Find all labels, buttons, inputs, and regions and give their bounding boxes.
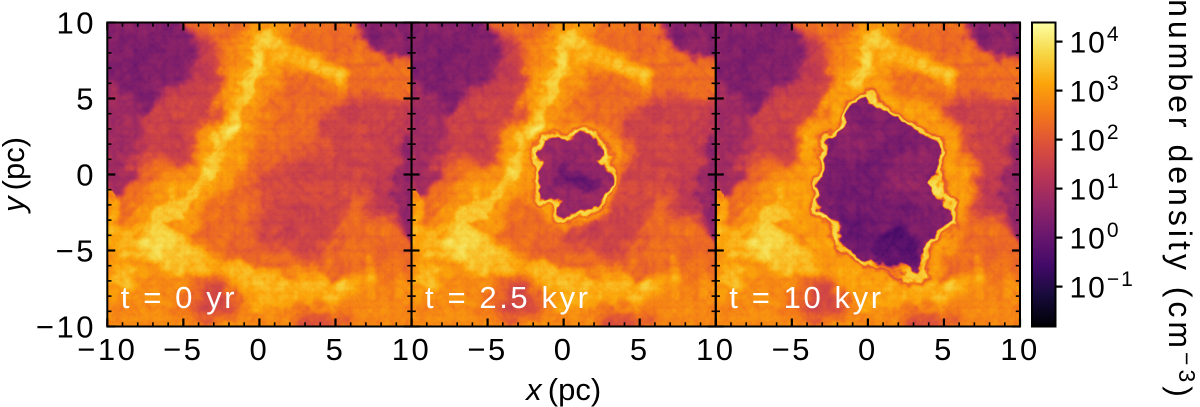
svg-text:−5: −5 <box>163 332 203 367</box>
svg-text:0: 0 <box>76 158 96 193</box>
svg-text:−10: −10 <box>36 310 96 345</box>
svg-text:0: 0 <box>858 332 878 367</box>
svg-text:t = 2.5 kyr: t = 2.5 kyr <box>425 280 591 315</box>
svg-text:5: 5 <box>326 332 346 367</box>
svg-text:−5: −5 <box>772 332 812 367</box>
svg-text:10: 10 <box>392 332 431 367</box>
svg-text:y (pc): y (pc) <box>0 137 31 214</box>
svg-text:−5: −5 <box>467 332 507 367</box>
svg-text:−5: −5 <box>56 234 96 269</box>
svg-text:0: 0 <box>554 332 574 367</box>
svg-text:10: 10 <box>57 6 96 41</box>
svg-text:5: 5 <box>76 82 96 117</box>
svg-text:x (pc): x (pc) <box>524 372 601 407</box>
svg-text:t = 0 yr: t = 0 yr <box>121 280 237 315</box>
svg-text:t = 10 kyr: t = 10 kyr <box>729 280 883 315</box>
svg-text:0: 0 <box>250 332 270 367</box>
svg-text:−10: −10 <box>77 332 137 367</box>
svg-text:10: 10 <box>696 332 735 367</box>
svg-text:10: 10 <box>1000 332 1039 367</box>
svg-text:5: 5 <box>934 332 954 367</box>
svg-text:5: 5 <box>630 332 650 367</box>
svg-text:number density (cm−3): number density (cm−3) <box>1162 0 1200 401</box>
